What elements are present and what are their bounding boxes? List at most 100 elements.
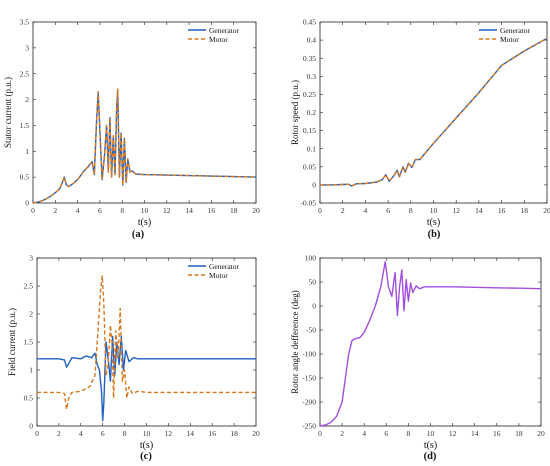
- panel-b-legend-generator: Generator: [500, 26, 530, 35]
- panel-b-x-tick-label: 0: [318, 206, 322, 215]
- panel-b: Rotor speed (p.u.) t(s) (b) Generator Mo…: [290, 18, 550, 240]
- panel-d-x-tick-label: 18: [515, 429, 523, 438]
- panel-c-series-motor-line: [37, 275, 256, 410]
- panel-d-y-tick-label: -200: [302, 398, 316, 407]
- panel-c-y-tick-label: 2.5: [24, 282, 34, 291]
- panel-a-x-tick-label: 14: [185, 206, 193, 215]
- panel-b-y-axis-label: Rotor speed (p.u.): [290, 80, 300, 145]
- panel-b-axes-frame: [319, 21, 548, 204]
- panel-c-x-tick-label: 16: [208, 429, 216, 438]
- panel-a-x-tick-label: 18: [230, 206, 238, 215]
- panel-c-y-axis-label: Field current (p.u.): [7, 308, 17, 376]
- panel-d-x-tick-label: 12: [449, 429, 457, 438]
- panel-a-y-tick-label: 2.5: [20, 69, 30, 78]
- panel-a: Stator current (p.u.) t(s) (a) Generator…: [3, 18, 260, 240]
- panel-a-y-tick-label: 3: [25, 43, 29, 52]
- panel-c-x-tick-label: 6: [101, 429, 105, 438]
- panel-c: Field current (p.u.) t(s) (c) Generator …: [7, 254, 260, 462]
- panel-b-y-tick-label: 0.05: [303, 162, 316, 171]
- panel-c-legend-generator: Generator: [209, 262, 239, 271]
- panel-c-x-tick-label: 20: [252, 429, 260, 438]
- panel-d-x-tick-label: 2: [340, 429, 344, 438]
- panel-b-y-tick-label: 0.2: [307, 108, 317, 117]
- panel-b-x-tick-label: 14: [475, 206, 483, 215]
- panel-b-x-axis-label: t(s): [427, 217, 440, 228]
- panel-d-y-tick-label: -250: [302, 422, 316, 431]
- panel-b-x-tick-label: 4: [364, 206, 368, 215]
- panel-b-y-tick-label: 0.4: [307, 36, 317, 45]
- panel-d-y-tick-label: 0: [312, 302, 316, 311]
- panel-d-y-tick-label: 50: [309, 278, 317, 287]
- panel-d-y-tick-label: -50: [306, 326, 316, 335]
- panel-a-y-tick-label: 1.5: [20, 121, 30, 130]
- panel-c-x-tick-label: 8: [123, 429, 127, 438]
- panel-c-label: (c): [140, 451, 152, 462]
- panel-b-x-tick-label: 6: [386, 206, 390, 215]
- panel-d-x-tick-label: 0: [318, 429, 322, 438]
- panel-c-y-tick-label: 3: [29, 254, 33, 263]
- panel-d-x-axis-label: t(s): [424, 440, 437, 451]
- panel-c-x-tick-label: 0: [35, 429, 39, 438]
- panel-a-x-axis-label: t(s): [138, 217, 151, 228]
- panel-b-label: (b): [428, 229, 441, 240]
- panel-d: Rotor angle defference (deg) t(s) (d) 0 2…: [290, 254, 545, 462]
- panel-a-x-tick-label: 16: [208, 206, 216, 215]
- panel-a-series-motor-line: [32, 88, 257, 204]
- panel-b-series-motor-line: [320, 37, 548, 187]
- panel-d-x-tick-label: 6: [384, 429, 388, 438]
- panel-a-y-tick-label: 1: [25, 147, 29, 156]
- panel-d-x-tick-label: 10: [427, 429, 435, 438]
- panel-b-y-tick-label: 0.3: [307, 72, 317, 81]
- panel-b-y-tick-label: 0: [312, 181, 316, 190]
- panel-c-x-tick-label: 14: [187, 429, 195, 438]
- panel-c-y-tick-label: 1.5: [24, 338, 34, 347]
- panel-c-y-tick-label: 0: [29, 422, 33, 431]
- panel-b-x-tick-label: 8: [409, 206, 413, 215]
- panel-b-x-tick-label: 12: [452, 206, 460, 215]
- panel-c-y-tick-label: 1: [29, 366, 33, 375]
- panel-c-series-generator-line: [37, 335, 256, 422]
- panel-d-axes-frame: [319, 257, 542, 427]
- panel-b-y-tick-label: -0.05: [300, 199, 316, 208]
- panel-a-y-tick-label: 2: [25, 95, 29, 104]
- panel-c-x-tick-label: 12: [165, 429, 173, 438]
- panel-d-y-tick-label: -150: [302, 374, 316, 383]
- panel-c-x-tick-label: 4: [79, 429, 83, 438]
- panel-c-x-axis-label: t(s): [140, 440, 153, 451]
- panel-c-x-tick-label: 2: [57, 429, 61, 438]
- panel-c-y-tick-label: 0.5: [24, 394, 34, 403]
- panel-d-y-tick-label: 100: [305, 254, 317, 263]
- panel-d-x-tick-label: 16: [493, 429, 501, 438]
- panel-a-x-tick-label: 10: [141, 206, 149, 215]
- panel-b-x-tick-label: 18: [521, 206, 529, 215]
- panel-a-legend-motor: Motor: [209, 35, 228, 44]
- panel-b-x-tick-label: 2: [341, 206, 345, 215]
- panel-d-x-tick-label: 4: [362, 429, 366, 438]
- panel-a-y-axis-label: Stator current (p.u.): [3, 77, 13, 148]
- panel-b-y-tick-label: 0.25: [303, 90, 316, 99]
- panel-d-x-tick-label: 14: [471, 429, 479, 438]
- panel-c-legend-motor: Motor: [209, 271, 228, 280]
- panel-d-x-tick-label: 20: [537, 429, 545, 438]
- panel-a-x-tick-label: 6: [98, 206, 102, 215]
- panel-c-axes-frame: [36, 257, 257, 427]
- panel-a-x-tick-label: 8: [120, 206, 124, 215]
- panel-a-y-tick-label: 0.5: [20, 173, 30, 182]
- panel-b-x-tick-label: 10: [430, 206, 438, 215]
- panel-b-series-generator-line: [320, 37, 548, 187]
- panel-d-y-tick-label: -100: [302, 350, 316, 359]
- panel-b-x-tick-label: 20: [543, 206, 550, 215]
- panel-d-label: (d): [424, 451, 437, 462]
- panel-c-x-tick-label: 18: [230, 429, 238, 438]
- panel-a-label: (a): [132, 229, 145, 240]
- panel-c-y-tick-label: 2: [29, 310, 33, 319]
- panel-a-legend-generator: Generator: [209, 26, 239, 35]
- panel-a-x-tick-label: 0: [31, 206, 35, 215]
- panel-a-x-tick-label: 2: [53, 206, 57, 215]
- panel-a-x-tick-label: 20: [252, 206, 260, 215]
- panel-d-y-axis-label: Rotor angle defference (deg): [290, 290, 300, 394]
- panel-d-series-angle-line: [319, 261, 542, 427]
- panel-b-y-tick-label: 0.45: [303, 18, 316, 27]
- panel-b-y-tick-label: 0.1: [307, 144, 317, 153]
- panel-b-legend-motor: Motor: [500, 35, 519, 44]
